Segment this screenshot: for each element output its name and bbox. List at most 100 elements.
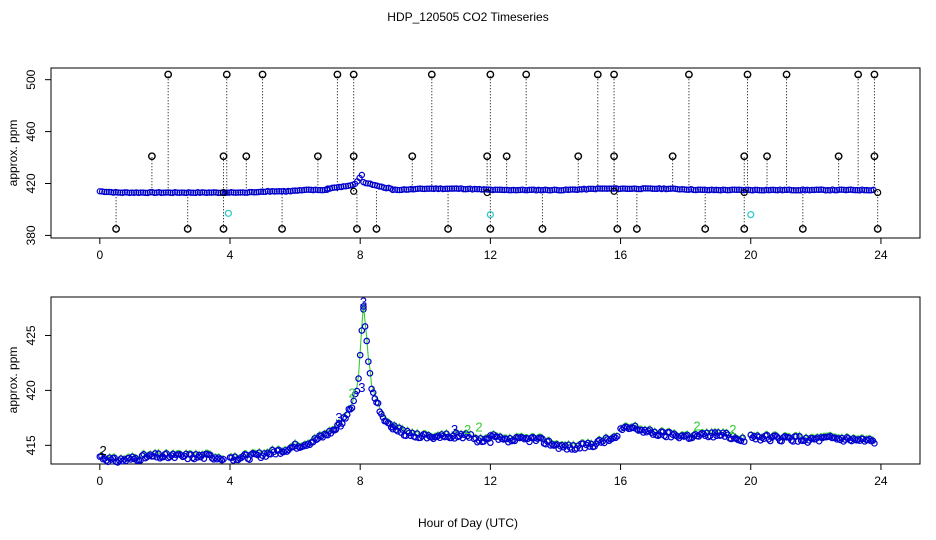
top-baseline-point (425, 185, 433, 192)
top-baseline-point (772, 186, 779, 194)
chart-title: HDP_120505 CO2 Timeseries (387, 10, 548, 24)
top-baseline-point (303, 186, 310, 193)
top-baseline-point (576, 186, 583, 193)
top-high-marker (522, 70, 531, 79)
top-baseline-point (164, 189, 172, 196)
top-minor-marker (350, 187, 358, 195)
top-baseline-point (646, 185, 654, 192)
top-baseline-point (849, 186, 857, 194)
top-baseline-point (416, 185, 424, 192)
top-baseline-point (505, 186, 513, 194)
top-baseline-point (619, 185, 627, 192)
bottom-point (758, 434, 766, 441)
bottom-point (651, 428, 659, 436)
top-baseline-point (626, 185, 633, 193)
bottom-point (342, 415, 349, 422)
top-baseline-point (508, 187, 515, 194)
bottom-point (871, 440, 878, 447)
top-baseline-point (767, 186, 775, 194)
top-baseline-point (861, 186, 868, 194)
bottom-point (283, 448, 291, 455)
bottom-point (369, 389, 377, 396)
top-cyan-marker (224, 209, 233, 217)
top-baseline-point (811, 186, 818, 194)
top-plot-frame (50, 67, 921, 239)
top-low-marker (873, 225, 882, 233)
top-baseline-point (162, 189, 170, 196)
top-baseline-point (662, 185, 670, 193)
top-baseline-point (758, 187, 766, 194)
top-baseline-point (135, 189, 142, 197)
top-baseline-point (587, 185, 595, 192)
top-baseline-point (451, 185, 458, 192)
top-baseline-point (383, 184, 390, 192)
top-baseline-point (521, 186, 529, 194)
top-baseline-point (756, 186, 763, 194)
top-baseline-point (271, 188, 278, 195)
top-baseline-point (296, 186, 303, 194)
bottom-point (360, 303, 367, 310)
top-baseline-point (314, 186, 322, 194)
bottom-point (796, 433, 803, 440)
bottom-point (417, 434, 424, 442)
top-mid-marker (219, 152, 228, 161)
top-baseline-point (747, 186, 754, 194)
top-baseline-point (783, 186, 791, 194)
bottom-point (700, 430, 707, 438)
bottom-point (350, 397, 357, 405)
bottom-point (683, 431, 691, 439)
bottom-digit-label: 3 (360, 294, 367, 309)
top-baseline-point (854, 186, 861, 194)
top-baseline-point (230, 189, 237, 196)
top-baseline-point (603, 185, 611, 192)
top-baseline-point (690, 186, 697, 194)
bottom-point (303, 442, 310, 449)
top-baseline-point (103, 188, 110, 196)
top-baseline-point (498, 186, 506, 194)
top-baseline-point (549, 186, 556, 194)
bottom-point (425, 432, 432, 439)
top-baseline-point (678, 186, 686, 193)
top-baseline-point (715, 186, 722, 194)
bottom-point (421, 431, 429, 438)
bottom-point (661, 432, 668, 440)
top-baseline-point (692, 186, 699, 194)
bottom-digit-label: 2 (693, 419, 700, 434)
top-mid-marker (574, 152, 583, 161)
top-high-marker (593, 70, 602, 79)
top-spike-lines (115, 74, 879, 229)
bottom-point (363, 337, 371, 345)
top-low-marker (798, 225, 807, 233)
bottom-point (371, 395, 379, 402)
top-baseline-point (478, 186, 485, 193)
top-baseline-point (448, 185, 456, 192)
bottom-point (239, 452, 247, 460)
top-baseline-point (813, 186, 820, 193)
top-baseline-point (208, 189, 215, 196)
bottom-y-axis-label: approx. ppm (6, 347, 20, 414)
bottom-point (361, 323, 369, 330)
top-y-tick-label: 460 (24, 121, 38, 141)
bottom-point (374, 399, 382, 407)
bottom-x-tick-label: 12 (484, 474, 498, 488)
bottom-point (392, 426, 400, 434)
top-x-axis: 0 4 8 12 16 20 24 (96, 238, 888, 262)
top-baseline-point (139, 189, 147, 196)
bottom-point (324, 431, 331, 439)
bottom-green-line (334, 305, 364, 427)
top-baseline-point (822, 187, 829, 194)
top-baseline-point (751, 186, 759, 193)
top-baseline-point (633, 185, 640, 193)
top-high-marker (427, 70, 436, 79)
top-low-marker (353, 225, 361, 233)
top-baseline-point (644, 185, 652, 192)
top-baseline-point (307, 186, 315, 194)
top-baseline-point (241, 189, 249, 196)
top-x-tick-label: 24 (874, 248, 888, 262)
top-low-marker (538, 225, 547, 233)
top-baseline-point (130, 189, 138, 196)
top-baseline-point (160, 189, 167, 196)
top-mid-marker (242, 152, 251, 161)
top-baseline-point (838, 186, 845, 193)
top-baseline-point (528, 186, 535, 194)
